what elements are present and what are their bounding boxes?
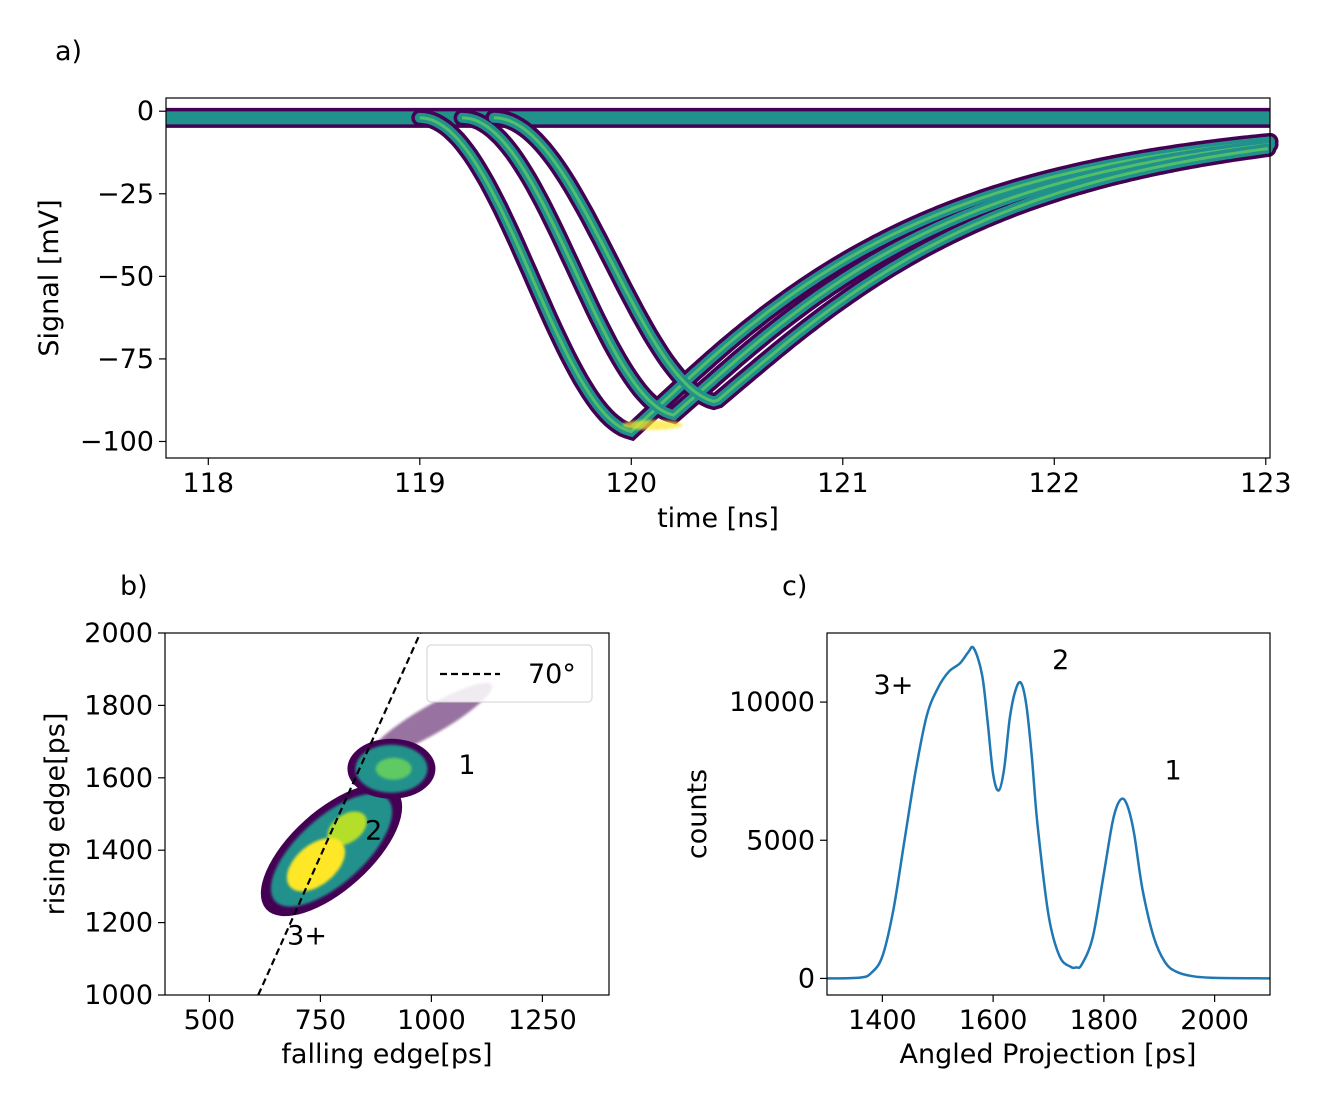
panel-a-heatmap: 118 119 120 121 122 123 0 −25 −50 −75 −100 time [n… [34,96,1292,534]
c-ytick-label: 5000 [746,825,815,856]
c-xtick-label: 2000 [1180,1005,1249,1036]
pulse-core-2 [461,116,1271,417]
a-xtick-label: 118 [183,468,235,499]
panel-b-frame [164,632,610,996]
panel-b-heatmap: 70° 1 2 3+ 500 750 1000 1250 1000 1200 1400 1600 1… [40,618,610,1070]
c-xtick-label: 1800 [1070,1005,1139,1036]
b-ytick-label: 1400 [84,835,153,866]
panel-b-legend: 70° [426,644,593,703]
a-xtick-label: 123 [1240,468,1292,499]
panel-c-label: c) [782,571,807,602]
panel-a-xlabel: time [ns] [657,503,779,534]
a-xtick-label: 121 [817,468,869,499]
b-annotation: 1 [458,750,475,781]
a-xtick-label: 122 [1029,468,1081,499]
b-ytick-label: 1800 [84,690,153,721]
a-ytick-label: −75 [97,344,154,375]
b-ytick-label: 1200 [84,908,153,939]
panel-c-line-chart: 3+ 2 1 1400 1600 1800 2000 0 5000 10000 Angled P… [682,632,1271,1070]
panel-a-ylabel: Signal [mV] [34,199,65,356]
panel-c-series-counts [826,645,1271,980]
panel-a-label: a) [55,36,82,67]
panel-c-background [827,633,1270,995]
c-ytick-label: 10000 [729,687,815,718]
a-xtick-label: 120 [606,468,658,499]
panel-c-ticks: 1400 1600 1800 2000 0 5000 10000 [729,687,1249,1036]
pulse-core-1 [419,116,1271,434]
panel-b-label: b) [120,571,148,602]
b-xtick-label: 500 [184,1005,236,1036]
panel-c-xlabel: Angled Projection [ps] [900,1039,1197,1070]
panel-c-ylabel: counts [682,769,713,859]
panel-c-annotations: 3+ 2 1 [874,645,1182,787]
b-xtick-label: 1000 [397,1005,466,1036]
a-ytick-label: 0 [137,96,154,127]
panel-c-frame [826,632,1271,996]
panel-a-frame [165,97,1271,459]
a-ytick-label: −100 [80,426,154,457]
legend-box [426,644,593,703]
a-ytick-label: −50 [97,261,154,292]
panel-b-70deg-line [257,632,422,996]
b-ytick-label: 1000 [84,980,153,1011]
c-annotation: 1 [1165,755,1182,786]
panel-b-annotations: 1 2 3+ [287,750,475,951]
b-annotation: 2 [365,815,382,846]
b-xtick-label: 1250 [508,1005,577,1036]
panel-b-xlabel: falling edge[ps] [281,1039,492,1070]
legend-label-70deg: 70° [528,659,576,690]
cluster-3plus-core [286,837,346,892]
a-ytick-label: −25 [97,179,154,210]
a-xtick-label: 119 [394,468,446,499]
b-xtick-label: 750 [295,1005,347,1036]
b-ytick-label: 1600 [84,763,153,794]
c-annotation: 2 [1052,645,1069,676]
panel-b-ylabel: rising edge[ps] [40,713,71,916]
b-annotation: 3+ [287,920,327,951]
pulse-minimum-highlight [622,419,683,430]
b-ytick-label: 2000 [84,618,153,649]
panel-b-ticks: 500 750 1000 1250 1000 1200 1400 1600 1800 2000 [84,618,576,1036]
c-annotation: 3+ [874,670,914,701]
panel-a-ticks: 118 119 120 121 122 123 0 −25 −50 −75 −100 [80,96,1292,499]
panel-a-traces [166,107,1279,442]
pulse-core-3 [493,116,1269,403]
c-xtick-label: 1400 [848,1005,917,1036]
cluster-1-core [375,757,412,780]
c-xtick-label: 1600 [959,1005,1028,1036]
c-ytick-label: 0 [798,963,815,994]
